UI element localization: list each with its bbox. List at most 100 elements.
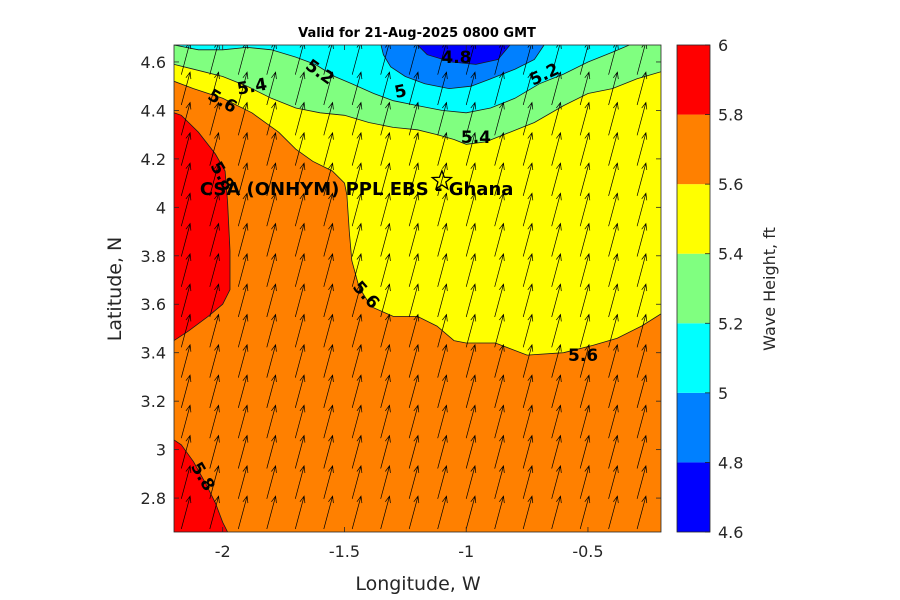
wave-arrow — [380, 283, 391, 318]
wave-arrow — [551, 404, 562, 439]
wave-arrow — [237, 464, 249, 499]
wave-arrow — [380, 404, 391, 439]
wave-arrow — [579, 404, 591, 439]
wave-arrow — [266, 45, 277, 75]
wave-arrow — [323, 252, 334, 287]
wave-arrow — [323, 434, 334, 469]
wave-arrow — [608, 162, 619, 196]
wave-arrow — [323, 313, 334, 348]
wave-arrow — [465, 495, 477, 530]
wave-arrow — [266, 101, 277, 136]
wave-arrow — [237, 495, 249, 530]
wave-arrow — [237, 222, 249, 257]
fill-4.8-5.0 — [381, 45, 545, 89]
wave-arrow — [266, 222, 277, 257]
wave-arrow — [494, 71, 505, 106]
wave-arrow — [323, 343, 334, 378]
wave-arrow — [608, 101, 619, 136]
wave-arrow — [294, 495, 306, 530]
wave-arrow — [380, 465, 391, 499]
colorbar-band — [677, 184, 710, 254]
wave-arrow — [266, 313, 277, 348]
wave-arrow — [180, 192, 192, 227]
colorbar-tick-label: 5.8 — [718, 106, 743, 125]
wave-arrow — [180, 283, 192, 318]
colorbar-frame — [676, 44, 711, 533]
wave-arrow — [237, 252, 249, 287]
wave-arrow — [323, 222, 334, 257]
wave-arrow — [266, 495, 277, 530]
wave-arrow — [266, 252, 277, 287]
contour-label: 5 — [393, 81, 409, 103]
wave-arrow — [180, 464, 192, 499]
wave-arrow — [579, 222, 591, 257]
colorbar-band — [677, 323, 710, 393]
wave-arrow — [351, 464, 363, 499]
wave-arrow — [380, 313, 391, 348]
wave-arrow — [522, 343, 534, 378]
wave-arrow — [579, 192, 591, 227]
wave-arrow — [209, 313, 220, 348]
colorbar-tick-label: 6 — [718, 36, 728, 55]
wave-arrow — [522, 192, 534, 227]
wave-arrow — [323, 464, 334, 499]
wave-arrow — [180, 374, 192, 408]
wave-direction-arrows — [180, 45, 648, 530]
wave-arrow — [608, 374, 619, 408]
wave-arrow — [494, 313, 505, 348]
wave-arrow — [323, 495, 334, 530]
wave-arrow — [351, 222, 363, 257]
wave-arrow — [551, 283, 562, 318]
wave-arrow — [180, 404, 192, 439]
wave-arrow — [209, 71, 220, 106]
contour-label: 5.6 — [568, 346, 598, 366]
wave-arrow — [380, 45, 391, 75]
wave-arrow — [522, 434, 534, 469]
wave-arrow — [551, 313, 562, 348]
wave-arrow — [266, 464, 277, 499]
wave-arrow — [209, 162, 220, 196]
wave-arrow — [294, 45, 306, 75]
y-tick-label: 3.4 — [141, 344, 166, 363]
wave-arrow — [266, 374, 277, 408]
wave-arrow — [636, 101, 648, 136]
wave-arrow — [180, 71, 192, 106]
x-tick-label: -1 — [458, 542, 474, 561]
wave-arrow — [266, 131, 277, 166]
wave-arrow — [636, 192, 648, 227]
wave-arrow — [494, 101, 505, 136]
wave-arrow — [323, 131, 334, 166]
y-tick-label: 3.2 — [141, 392, 166, 411]
wave-arrow — [209, 252, 220, 287]
wave-arrow — [237, 374, 249, 408]
wave-arrow — [608, 434, 619, 469]
contour-label: 5.4 — [461, 128, 491, 148]
wave-arrow — [294, 283, 306, 318]
wave-arrow — [237, 283, 249, 318]
wave-arrow — [437, 162, 448, 196]
y-tick-label: 3.8 — [141, 247, 166, 266]
wave-arrow — [380, 101, 391, 136]
wave-arrow — [579, 343, 591, 378]
wave-arrow — [636, 374, 648, 408]
wave-arrow — [608, 192, 619, 227]
wave-arrow — [266, 343, 277, 378]
chart-title: Valid for 21-Aug-2025 0800 GMT — [298, 26, 536, 41]
wave-arrow — [266, 71, 277, 106]
wave-arrow — [408, 343, 420, 378]
wave-arrow — [579, 374, 591, 408]
wave-arrow — [380, 495, 391, 530]
wave-arrow — [551, 434, 562, 469]
wave-arrow — [522, 464, 534, 499]
wave-arrow — [323, 192, 334, 227]
wave-arrow — [351, 252, 363, 287]
colorbar-band — [677, 253, 710, 324]
contour-line-5.8 — [174, 439, 228, 532]
wave-arrow — [237, 162, 249, 196]
colorbar-tick-label: 5.4 — [718, 245, 743, 264]
wave-arrow — [437, 192, 448, 227]
wave-arrow — [408, 222, 420, 257]
wave-arrow — [636, 222, 648, 257]
wave-arrow — [351, 495, 363, 530]
wave-arrow — [237, 131, 249, 166]
